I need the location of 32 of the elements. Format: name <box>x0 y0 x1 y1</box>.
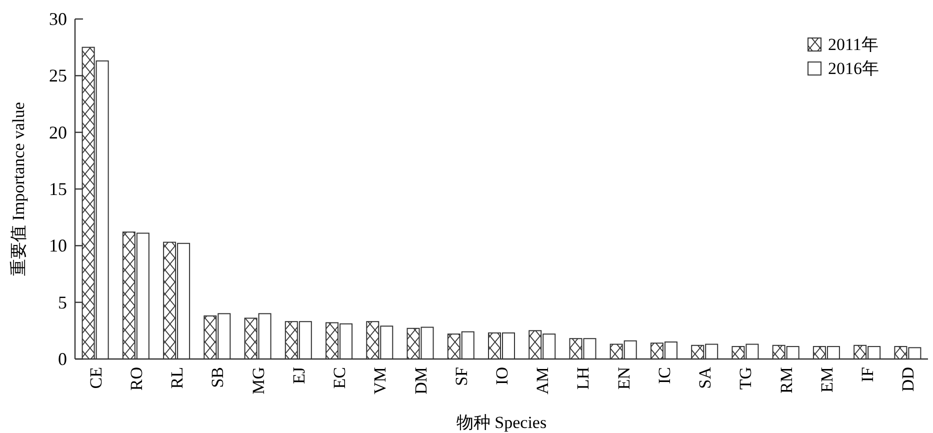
x-tick-label: RM <box>776 367 796 394</box>
x-axis-title: 物种 Species <box>456 413 547 432</box>
x-tick-label: EM <box>817 367 836 392</box>
x-tick-label: EN <box>614 367 634 390</box>
y-tick-label: 25 <box>49 66 67 86</box>
x-tick-label: SF <box>452 367 471 386</box>
x-tick-label: TG <box>736 367 756 390</box>
x-tick-label: SB <box>208 367 228 388</box>
x-tick-label: DM <box>411 367 430 394</box>
y-tick-label: 20 <box>49 122 67 142</box>
x-tick-label: IF <box>858 367 878 382</box>
x-tick-label: IO <box>492 367 512 385</box>
y-tick-label: 0 <box>58 349 67 369</box>
x-tick-label: DD <box>898 367 918 392</box>
legend-label: 2011年 <box>828 35 878 54</box>
y-axis-title: 重要值 Importance value <box>9 102 28 276</box>
x-tick-label: RL <box>168 367 187 389</box>
x-tick-label: EJ <box>289 366 308 384</box>
legend-label: 2016年 <box>828 59 879 78</box>
x-tick-label: CE <box>86 367 106 389</box>
y-tick-label: 30 <box>49 9 67 29</box>
y-tick-label: 15 <box>49 179 67 199</box>
y-tick-label: 10 <box>49 236 67 256</box>
x-tick-label: EC <box>330 367 350 389</box>
x-tick-label: IC <box>654 367 674 384</box>
x-tick-label: AM <box>533 367 552 394</box>
x-tick-label: MG <box>248 367 268 394</box>
x-tick-label: RO <box>126 367 146 391</box>
x-tick-label: SA <box>696 366 715 389</box>
x-tick-label: LH <box>574 367 593 390</box>
x-tick-label: VM <box>370 367 390 394</box>
y-tick-label: 5 <box>58 292 67 312</box>
